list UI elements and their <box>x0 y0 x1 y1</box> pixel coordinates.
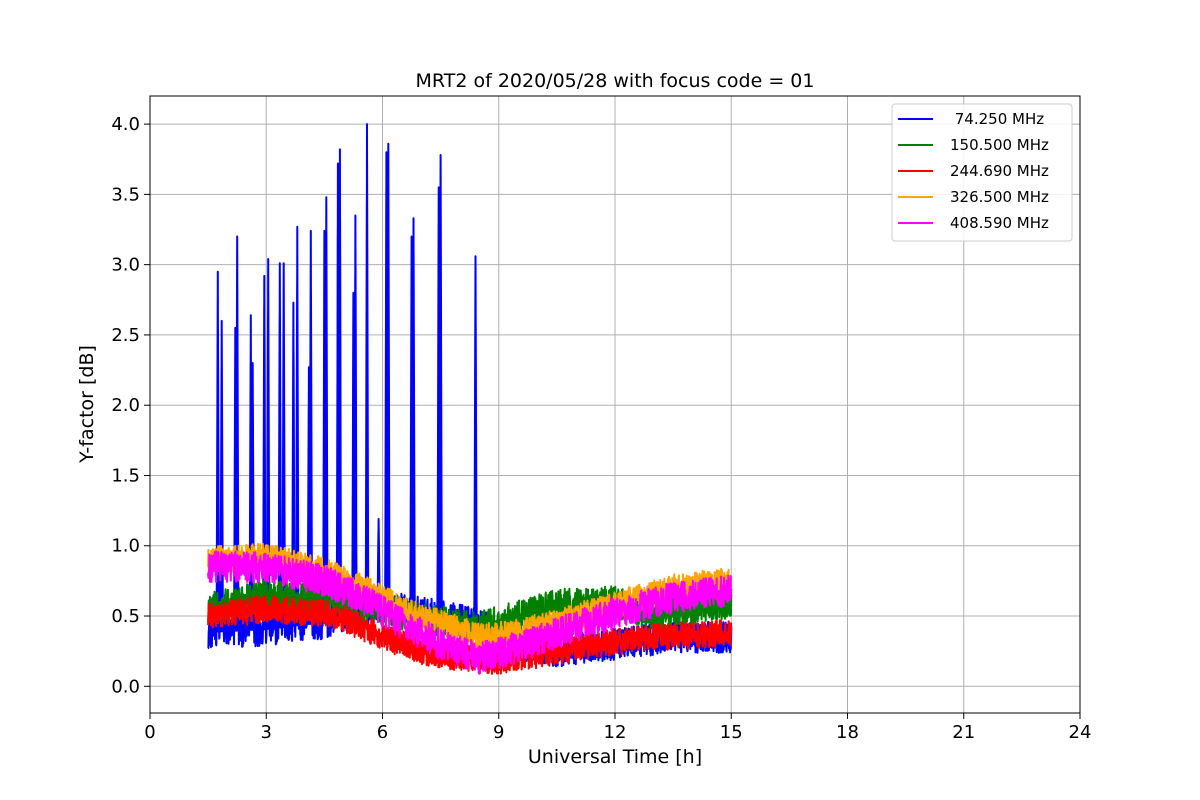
y-tick-label: 2.5 <box>111 325 140 346</box>
legend-items: 74.250 MHz 150.500 MHz 244.690 MHz 326.500 … <box>898 110 1049 232</box>
legend-label: 326.500 MHz <box>950 188 1049 206</box>
x-tick-label: 18 <box>836 722 859 743</box>
y-tick-label: 4.0 <box>111 114 140 135</box>
legend-label: 244.690 MHz <box>950 162 1049 180</box>
x-tick-label: 3 <box>261 722 272 743</box>
x-tick-label: 9 <box>493 722 504 743</box>
y-tick-label: 3.5 <box>111 184 140 205</box>
y-axis-label: Y-factor [dB] <box>76 345 98 464</box>
legend-label: 74.250 MHz <box>950 110 1044 128</box>
legend-label: 408.590 MHz <box>950 214 1049 232</box>
x-axis: 0 3 6 9 12 15 18 21 24 <box>144 713 1091 743</box>
chart-title: MRT2 of 2020/05/28 with focus code = 01 <box>416 70 815 92</box>
y-tick-label: 3.0 <box>111 255 140 276</box>
x-tick-label: 24 <box>1069 722 1092 743</box>
y-tick-label: 0.0 <box>111 676 140 697</box>
y-tick-label: 2.0 <box>111 395 140 416</box>
legend: 74.250 MHz 150.500 MHz 244.690 MHz 326.500 … <box>891 103 1073 242</box>
series-line <box>207 595 733 675</box>
y-tick-label: 1.0 <box>111 536 140 557</box>
x-tick-label: 15 <box>720 722 743 743</box>
x-tick-label: 0 <box>144 722 155 743</box>
series-line <box>207 550 733 675</box>
y-tick-label: 1.5 <box>111 465 140 486</box>
x-axis-label: Universal Time [h] <box>528 746 702 768</box>
series-group <box>207 123 733 675</box>
y-tick-label: 0.5 <box>111 606 140 627</box>
x-tick-label: 12 <box>604 722 627 743</box>
legend-label: 150.500 MHz <box>950 136 1049 154</box>
y-axis: 0.0 0.5 1.0 1.5 2.0 2.5 3.0 3.5 4.0 <box>111 114 150 697</box>
x-tick-label: 21 <box>952 722 975 743</box>
legend-box <box>891 103 1073 242</box>
x-tick-label: 6 <box>377 722 388 743</box>
